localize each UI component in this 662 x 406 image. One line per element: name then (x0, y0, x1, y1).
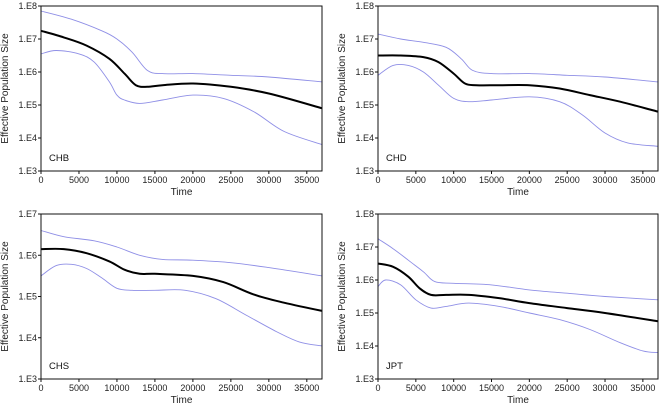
jpt-upper-line (377, 238, 659, 301)
jpt-y-axis-title: Effective Population Size (337, 241, 348, 352)
chb-x-tick-label: 15000 (142, 175, 167, 185)
chb-y-tick-label: 1.E7 (18, 34, 37, 44)
chs-x-tick-label: 5000 (69, 383, 89, 393)
chb-x-tick-label: 5000 (69, 175, 89, 185)
chd-y-tick-label: 1.E5 (355, 100, 374, 110)
chb-y-tick-label: 1.E4 (18, 133, 37, 143)
jpt-y-tick-label: 1.E5 (355, 308, 374, 318)
chb-x-tick-label: 35000 (294, 175, 319, 185)
chs-y-tick-label: 1.E5 (18, 292, 37, 302)
chb-x-axis-title: Time (171, 187, 193, 198)
chart-panel-chd: 0 5000 10000 15000 20000 25000 30000 35000 1.E3 1… (337, 1, 659, 198)
jpt-x-tick-label: 5000 (406, 383, 426, 393)
chs-panel-label: CHS (49, 361, 69, 372)
jpt-x-tick-label: 20000 (517, 383, 542, 393)
chd-y-tick-label: 1.E4 (355, 133, 374, 143)
chd-lower-line (377, 63, 659, 147)
chb-x-tick-label: 10000 (104, 175, 129, 185)
jpt-plot-frame (377, 213, 659, 380)
chd-median-line (377, 54, 659, 113)
chd-y-tick-label: 1.E3 (355, 166, 374, 176)
chart-panel-chb: 0 5000 10000 15000 20000 25000 30000 35000 1.E3 1… (0, 1, 323, 198)
jpt-y-tick-label: 1.E3 (355, 374, 374, 384)
chd-upper-line (377, 33, 659, 83)
chs-x-tick-label: 15000 (142, 383, 167, 393)
chd-y-tick-label: 1.E8 (355, 1, 374, 11)
chd-x-axis-title: Time (507, 187, 529, 198)
chd-y-tick-label: 1.E6 (355, 67, 374, 77)
chb-lower-line (40, 50, 323, 146)
chd-x-tick-label: 10000 (441, 175, 466, 185)
chs-plot-frame (40, 213, 323, 380)
jpt-lower-line (377, 279, 659, 354)
chb-x-tick-label: 20000 (180, 175, 205, 185)
jpt-x-tick-label: 30000 (593, 383, 618, 393)
chd-x-tick-label: 20000 (517, 175, 542, 185)
chs-x-tick-label: 10000 (104, 383, 129, 393)
chs-y-axis-title: Effective Population Size (0, 241, 11, 352)
chs-x-tick-label: 35000 (294, 383, 319, 393)
jpt-median-line (377, 262, 659, 323)
chb-plot-frame (40, 5, 323, 172)
chb-y-tick-label: 1.E5 (18, 100, 37, 110)
chb-y-tick-label: 1.E3 (18, 166, 37, 176)
chs-y-tick-label: 1.E3 (18, 374, 37, 384)
chd-x-tick-label: 35000 (630, 175, 655, 185)
chs-x-tick-label: 0 (38, 383, 43, 393)
chart-panel-chs: 0 5000 10000 15000 20000 25000 30000 35000 1.E3 1… (0, 209, 323, 406)
chs-x-tick-label: 25000 (218, 383, 243, 393)
chart-panel-jpt: 0 5000 10000 15000 20000 25000 30000 35000 1.E3 1… (337, 209, 659, 406)
chs-median-line (40, 247, 323, 312)
chs-y-tick-label: 1.E7 (18, 209, 37, 219)
chd-x-tick-label: 15000 (479, 175, 504, 185)
jpt-y-tick-label: 1.E8 (355, 209, 374, 219)
chb-y-tick-label: 1.E8 (18, 1, 37, 11)
chs-x-tick-label: 20000 (180, 383, 205, 393)
jpt-panel-label: JPT (386, 361, 403, 372)
chs-upper-line (40, 230, 323, 277)
jpt-x-tick-label: 15000 (479, 383, 504, 393)
chs-y-tick-label: 1.E6 (18, 250, 37, 260)
jpt-y-tick-label: 1.E4 (355, 341, 374, 351)
chd-y-tick-label: 1.E7 (355, 34, 374, 44)
chd-panel-label: CHD (386, 153, 407, 164)
chs-lower-line (40, 263, 323, 347)
chd-x-tick-label: 0 (375, 175, 380, 185)
jpt-x-tick-label: 0 (375, 383, 380, 393)
chb-y-axis-title: Effective Population Size (0, 33, 11, 144)
chb-x-tick-label: 25000 (218, 175, 243, 185)
chb-panel-label: CHB (49, 153, 69, 164)
chb-y-tick-label: 1.E6 (18, 67, 37, 77)
jpt-y-tick-label: 1.E7 (355, 242, 374, 252)
chb-median-line (40, 29, 323, 110)
chb-upper-line (40, 10, 323, 83)
chd-y-axis-title: Effective Population Size (337, 33, 348, 144)
chd-x-tick-label: 30000 (593, 175, 618, 185)
chb-x-tick-label: 30000 (256, 175, 281, 185)
chd-x-tick-label: 25000 (555, 175, 580, 185)
chd-plot-frame (377, 5, 659, 172)
chd-x-tick-label: 5000 (406, 175, 426, 185)
chs-x-tick-label: 30000 (256, 383, 281, 393)
chs-x-axis-title: Time (171, 395, 193, 406)
jpt-x-tick-label: 25000 (555, 383, 580, 393)
jpt-x-axis-title: Time (507, 395, 529, 406)
chs-y-tick-label: 1.E4 (18, 333, 37, 343)
chb-x-tick-label: 0 (38, 175, 43, 185)
jpt-x-tick-label: 10000 (441, 383, 466, 393)
jpt-y-tick-label: 1.E6 (355, 275, 374, 285)
jpt-x-tick-label: 35000 (630, 383, 655, 393)
